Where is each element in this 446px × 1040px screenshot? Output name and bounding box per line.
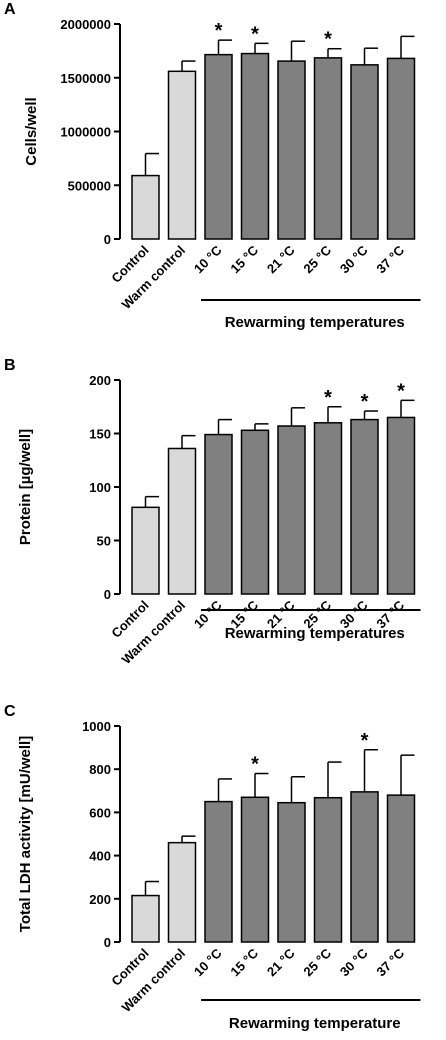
chart-panel-c: C 0 200 400 600 800 1000 Total LDH activity [mU… [4, 703, 421, 1032]
x-tick-label: 10 °C [191, 945, 225, 979]
bar [277, 60, 306, 240]
bar [386, 57, 416, 240]
bar [131, 506, 160, 595]
x-tick-label: 10 °C [191, 242, 225, 276]
x-tick-label: 30 °C [337, 945, 371, 979]
group-label: Rewarming temperatures [225, 625, 405, 642]
y-tick-label: 200 [89, 892, 111, 907]
y-tick-label: 1500000 [60, 71, 111, 86]
significance-star: * [397, 380, 405, 402]
significance-star: * [324, 29, 332, 51]
panel-letter: B [4, 357, 16, 374]
bar [240, 52, 270, 240]
panel-letter: C [4, 703, 16, 720]
x-tick-label: 30 °C [337, 242, 371, 276]
bar [167, 841, 197, 943]
bar [313, 57, 343, 240]
x-tick-label: Warm control [119, 243, 189, 313]
x-tick-label: 37 °C [373, 945, 407, 979]
significance-star: * [251, 23, 259, 45]
x-tick-label: 15 °C [227, 945, 261, 979]
y-tick-label: 0 [104, 232, 111, 247]
bar [277, 801, 306, 943]
significance-star: * [215, 20, 223, 42]
y-tick-label: 50 [97, 534, 111, 549]
significance-star: * [251, 754, 259, 776]
x-tick-label: 21 °C [264, 242, 298, 276]
x-tick-label: 25 °C [300, 242, 334, 276]
bar [204, 433, 233, 595]
chart-panel-a: A0500000100000015000002000000Cells/wellC… [4, 1, 421, 331]
bar [131, 894, 160, 943]
y-tick-label: 400 [89, 849, 111, 864]
x-tick-label: 10 °C [191, 597, 225, 631]
x-tick-label: Warm control [119, 946, 189, 1016]
bar [204, 800, 233, 943]
bar [204, 53, 233, 240]
y-tick-label: 200 [89, 373, 111, 388]
bar [167, 447, 197, 595]
panel-letter: A [4, 1, 16, 18]
y-tick-label: 1000000 [60, 125, 111, 140]
bar [167, 70, 197, 240]
x-tick-label: 37 °C [373, 242, 407, 276]
y-tick-label: 600 [89, 805, 111, 820]
bar [131, 174, 160, 240]
bar [350, 418, 379, 595]
x-tick-label: 15 °C [227, 242, 261, 276]
bar [313, 422, 343, 595]
bar [240, 796, 270, 943]
bar [386, 416, 416, 595]
y-tick-label: 800 [89, 762, 111, 777]
y-tick-label: 2000000 [60, 17, 111, 32]
y-tick-label: 100 [89, 480, 111, 495]
y-axis-label: Total LDH activity [mU/well] [17, 736, 34, 932]
x-tick-label: 25 °C [300, 945, 334, 979]
significance-star: * [324, 387, 332, 409]
bar [350, 64, 379, 240]
y-tick-label: 0 [104, 935, 111, 950]
bar [277, 425, 306, 595]
x-tick-label: 21 °C [264, 945, 298, 979]
bar [240, 429, 270, 595]
y-tick-label: 500000 [68, 178, 111, 193]
y-tick-label: 150 [89, 427, 111, 442]
bar [386, 794, 416, 943]
group-label: Rewarming temperatures [225, 314, 405, 331]
y-axis-label: Protein [µg/well] [17, 429, 34, 545]
bar [313, 796, 343, 943]
bar [350, 791, 379, 943]
significance-star: * [361, 391, 369, 413]
y-axis-label: Cells/well [23, 97, 40, 165]
significance-star: * [361, 730, 369, 752]
y-tick-label: 0 [104, 587, 111, 602]
group-label: Rewarming temperature [229, 1015, 401, 1032]
y-tick-label: 1000 [82, 719, 111, 734]
x-tick-label: Warm control [119, 598, 189, 668]
